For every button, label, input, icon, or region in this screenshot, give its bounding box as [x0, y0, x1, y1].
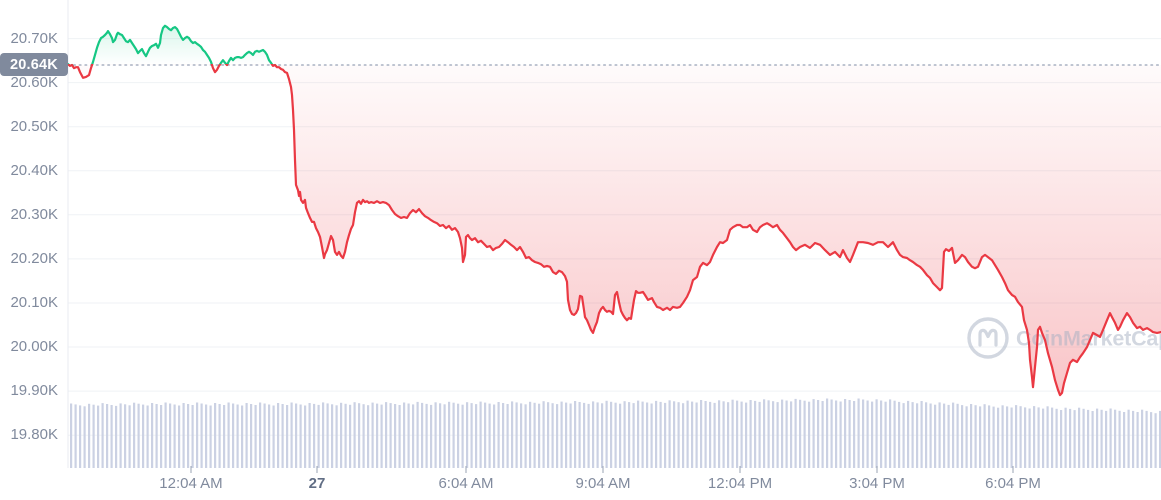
x-axis-label: 3:04 PM	[849, 475, 905, 492]
y-axis-label: 20.50K	[10, 117, 58, 135]
y-axis-label: 20.60K	[10, 73, 58, 91]
y-axis-label: 20.20K	[10, 249, 58, 267]
current-price-badge: 20.64K	[0, 53, 68, 76]
price-line-above-baseline	[66, 24, 278, 66]
price-line	[66, 24, 1161, 397]
x-axis-label: 6:04 AM	[438, 475, 494, 492]
x-axis-label: 9:04 AM	[575, 475, 631, 492]
coinmarketcap-m-glyph	[978, 328, 998, 347]
price-line-below-baseline	[66, 64, 1161, 397]
y-axis-label: 20.40K	[10, 161, 58, 179]
y-axis-label: 20.30K	[10, 205, 58, 223]
x-axis-label: 12:04 AM	[159, 475, 223, 492]
y-axis-label: 19.80K	[10, 426, 58, 444]
y-axis-label: 19.90K	[10, 382, 58, 400]
red-area-fill	[68, 64, 1161, 396]
volume-bars	[70, 398, 1161, 469]
y-axis-label: 20.70K	[10, 29, 58, 47]
x-axis-ticks	[190, 466, 1014, 473]
x-axis-label: 6:04 PM	[985, 475, 1041, 492]
x-axis-label: 27	[308, 475, 326, 492]
y-axis-label: 20.10K	[10, 293, 58, 311]
coinmarketcap-m-logo	[967, 317, 1009, 359]
y-axis-label: 20.00K	[10, 338, 58, 356]
x-axis-label: 12:04 PM	[707, 475, 773, 492]
